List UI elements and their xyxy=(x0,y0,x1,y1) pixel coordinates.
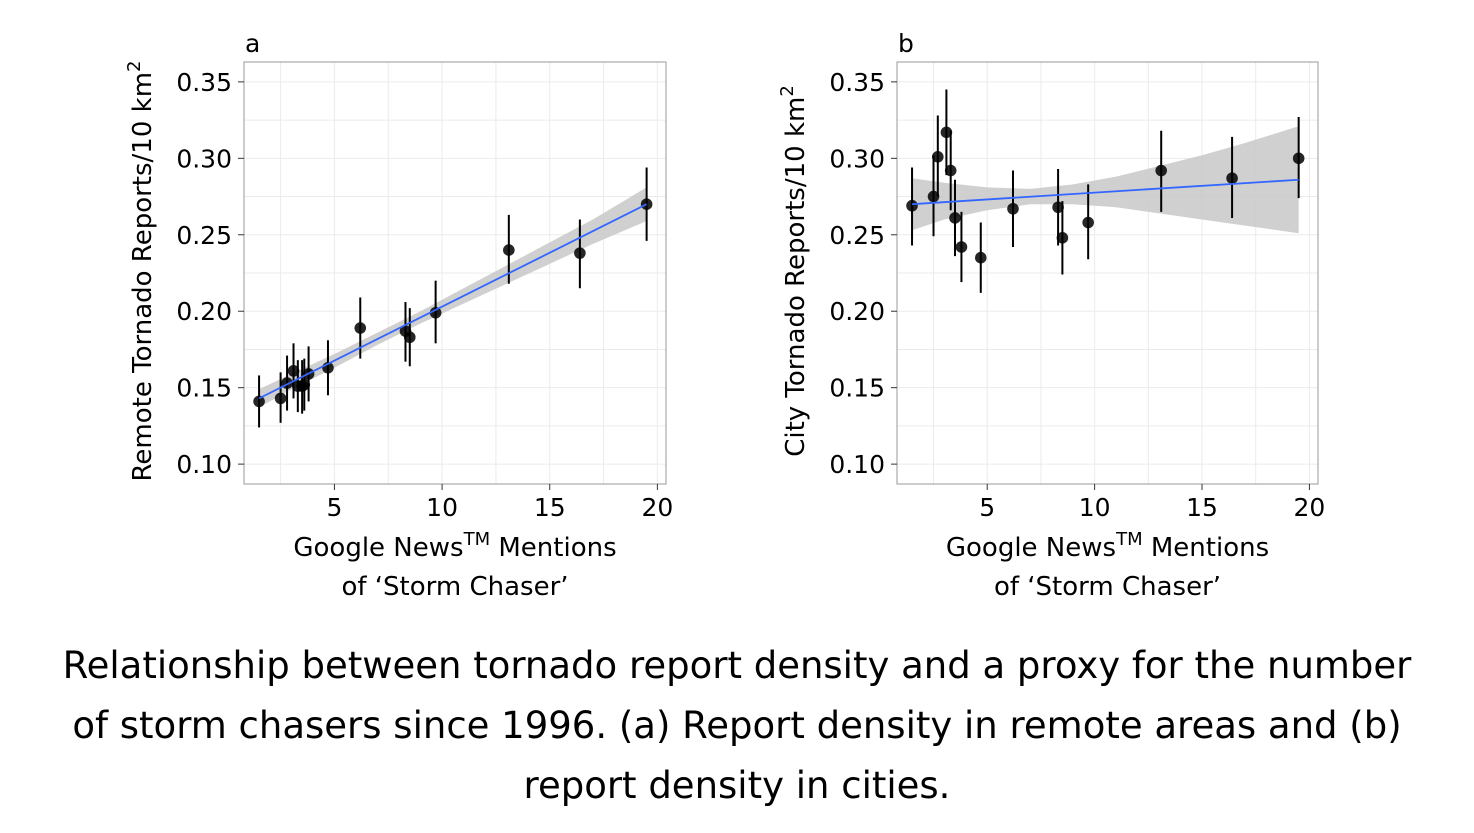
y-tick-label: 0.30 xyxy=(176,144,232,173)
x-axis-label-superscript: TM xyxy=(1115,529,1143,550)
y-tick-label: 0.20 xyxy=(829,297,885,326)
data-point-10 xyxy=(354,322,367,334)
x-axis-label-text-end: Mentions xyxy=(1143,533,1270,563)
panel-a: 0.10 0.15 0.20 0.25 0.30 0.35 5 10 15 20 a Google N… xyxy=(124,29,673,602)
data-point-4 xyxy=(287,365,300,377)
y-tick-label: 0.25 xyxy=(829,221,885,250)
fit-line xyxy=(258,203,648,400)
confidence-band xyxy=(912,126,1299,234)
x-tick-label: 20 xyxy=(641,493,673,522)
data-point-2 xyxy=(274,392,287,405)
x-axis-label: Google NewsTM Mentions xyxy=(293,529,616,563)
y-tick-label: 0.30 xyxy=(829,144,885,173)
data-point-1 xyxy=(906,199,918,212)
data-point-7 xyxy=(298,378,311,391)
x-axis-label-superscript: TM xyxy=(463,529,491,550)
data-point-14 xyxy=(503,244,515,256)
data-point-6 xyxy=(949,212,961,224)
x-axis-label-line2: of ‘Storm Chaser’ xyxy=(341,572,568,602)
data-point-3 xyxy=(932,150,944,163)
y-tick-label: 0.25 xyxy=(176,221,232,250)
data-point-15 xyxy=(1292,152,1305,165)
data-point-8 xyxy=(974,251,987,264)
y-tick-label: 0.20 xyxy=(176,297,232,326)
data-point-11 xyxy=(1056,232,1069,244)
x-axis-label-line2: of ‘Storm Chaser’ xyxy=(994,572,1221,602)
data-point-15 xyxy=(574,247,586,259)
x-tick-label: 5 xyxy=(326,493,342,522)
x-axis-label-text: Google News xyxy=(293,533,463,563)
y-axis-label-superscript: 2 xyxy=(124,61,145,72)
y-axis-label: Remote Tornado Reports/10 km2 xyxy=(124,61,158,482)
data-point-7 xyxy=(955,241,968,253)
x-tick-label: 20 xyxy=(1294,493,1326,522)
y-tick-label: 0.10 xyxy=(829,450,885,479)
figure-caption: Relationship between tornado report dens… xyxy=(62,644,1412,807)
data-point-14 xyxy=(1226,172,1238,185)
data-point-1 xyxy=(253,395,265,408)
y-tick-label: 0.10 xyxy=(176,450,232,479)
y-tick-label: 0.15 xyxy=(829,374,885,403)
y-axis-label-text: Remote Tornado Reports/10 km xyxy=(128,72,158,482)
y-tick-label: 0.35 xyxy=(176,68,232,97)
y-tick-label: 0.15 xyxy=(176,374,232,403)
data-point-13 xyxy=(429,306,442,319)
confidence-band xyxy=(259,187,647,408)
data-point-9 xyxy=(1007,202,1019,215)
data-point-12 xyxy=(403,331,416,344)
x-tick-label: 15 xyxy=(534,493,566,522)
x-tick-label: 5 xyxy=(979,493,995,522)
plot-frame xyxy=(243,61,667,485)
plot-frame xyxy=(896,61,1319,485)
data-point-10 xyxy=(1052,201,1064,214)
panel-label: b xyxy=(898,29,914,58)
panel-b: 0.10 0.15 0.20 0.25 0.30 0.35 5 10 15 20 b Google N… xyxy=(777,29,1325,602)
y-axis-label-superscript: 2 xyxy=(777,85,798,96)
data-point-4 xyxy=(940,126,953,139)
data-point-5 xyxy=(944,164,957,177)
panel-label: a xyxy=(245,29,260,58)
x-axis-label: Google NewsTM Mentions xyxy=(946,529,1269,563)
fit-line xyxy=(911,178,1299,206)
x-tick-label: 15 xyxy=(1186,493,1218,522)
y-axis-label-text: City Tornado Reports/10 km xyxy=(781,97,811,457)
data-point-2 xyxy=(927,190,940,203)
y-tick-label: 0.35 xyxy=(829,68,885,97)
data-point-13 xyxy=(1155,164,1167,177)
x-axis-label-text: Google News xyxy=(946,533,1116,563)
x-tick-label: 10 xyxy=(426,493,458,522)
y-axis-label: City Tornado Reports/10 km2 xyxy=(777,85,811,457)
x-tick-label: 10 xyxy=(1079,493,1111,522)
data-point-12 xyxy=(1082,216,1094,229)
figure: 0.10 0.15 0.20 0.25 0.30 0.35 5 10 15 20 a Google N… xyxy=(124,29,1325,602)
x-axis-label-text-end: Mentions xyxy=(490,533,617,563)
